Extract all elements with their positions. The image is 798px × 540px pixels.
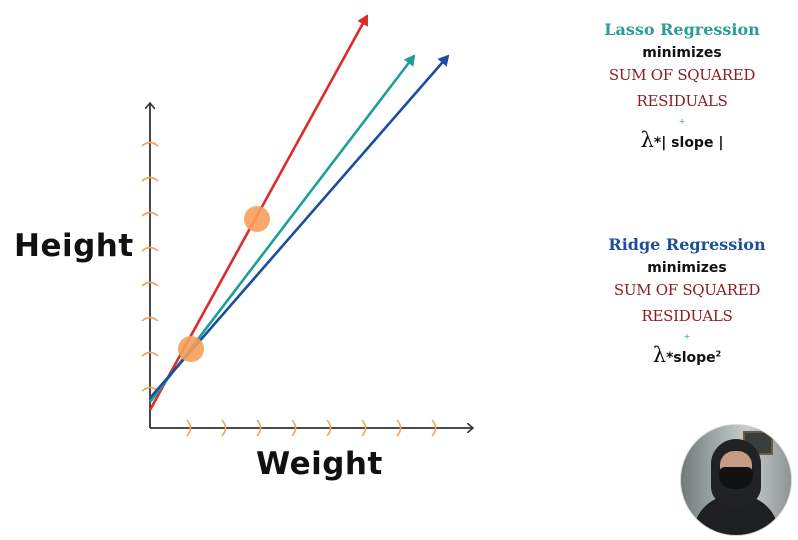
x-tick xyxy=(326,419,332,437)
presenter-webcam xyxy=(680,424,792,536)
lambda-symbol: λ xyxy=(652,343,667,367)
lasso-penalty-text: *| slope | xyxy=(653,135,724,151)
lasso-title: Lasso Regression xyxy=(604,20,760,39)
x-tick xyxy=(361,419,367,437)
ridge-ssr-line1: SUM OF SQUARED xyxy=(613,281,761,299)
x-tick xyxy=(431,419,437,437)
lasso-ssr-line2: RESIDUALS xyxy=(636,92,728,110)
y-tick xyxy=(141,141,159,147)
face-mask xyxy=(719,467,753,489)
ridge-minimizes: minimizes xyxy=(647,260,727,276)
x-tick xyxy=(291,419,297,437)
data-point xyxy=(178,336,204,362)
y-axis-title: Height xyxy=(14,228,134,264)
ridge-ssr-line2: RESIDUALS xyxy=(641,307,733,325)
ridge-title: Ridge Regression xyxy=(608,235,766,254)
y-tick xyxy=(141,281,159,287)
x-tick xyxy=(221,419,227,437)
lasso-ssr-line1: SUM OF SQUARED xyxy=(608,66,756,84)
ridge-panel: Ridge Regression minimizes SUM OF SQUARE… xyxy=(557,235,798,367)
y-tick xyxy=(141,211,159,217)
data-point xyxy=(244,206,270,232)
ridge-penalty-text: *slope xyxy=(666,350,716,366)
x-tick xyxy=(186,419,192,437)
y-tick xyxy=(141,176,159,182)
lasso-panel: Lasso Regression minimizes SUM OF SQUARE… xyxy=(552,20,798,152)
x-tick xyxy=(396,419,402,437)
lasso-minimizes: minimizes xyxy=(642,45,722,61)
y-tick xyxy=(141,246,159,252)
lambda-symbol: λ xyxy=(640,128,654,152)
x-tick xyxy=(256,419,262,437)
y-tick xyxy=(141,351,159,357)
x-axis-ticks xyxy=(186,419,437,437)
lasso-plus: + xyxy=(678,117,686,126)
ridge-penalty: λ*slope2 xyxy=(557,343,798,367)
lasso-penalty: λ*| slope | xyxy=(552,128,798,152)
x-axis-title: Weight xyxy=(256,446,383,482)
ridge-exponent: 2 xyxy=(715,349,722,359)
y-tick xyxy=(141,316,159,322)
ridge-plus: + xyxy=(683,332,691,341)
